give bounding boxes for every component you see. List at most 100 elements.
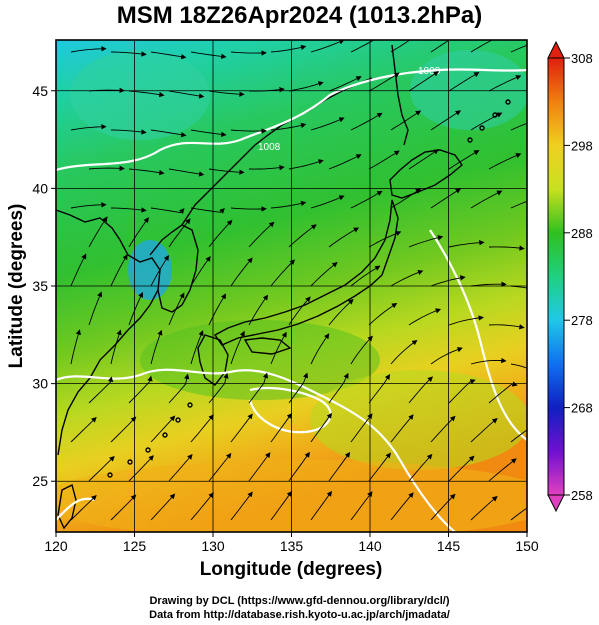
lat-lon-grid	[55, 40, 528, 532]
streamline	[488, 324, 525, 330]
streamline	[168, 90, 205, 99]
y-tick-label: 30	[32, 376, 48, 392]
streamline	[230, 206, 267, 212]
streamline	[168, 373, 190, 404]
streamline	[230, 413, 253, 443]
y-axis-title: Latitude (degrees)	[6, 204, 27, 369]
streamline	[510, 122, 527, 131]
streamline	[510, 200, 527, 209]
streamline	[248, 221, 275, 248]
streamline	[288, 296, 311, 326]
streamline	[190, 330, 204, 365]
streamline	[168, 168, 205, 177]
streamline	[350, 265, 381, 287]
streamline	[190, 207, 225, 214]
streamline	[350, 190, 383, 209]
streamline	[408, 308, 442, 326]
streamline	[230, 257, 253, 287]
x-tick-label: 140	[358, 538, 382, 554]
streamline	[350, 413, 373, 443]
colorbar-tick-label: 258	[571, 488, 593, 503]
data-credit: Data from http://database.rish.kyoto-u.a…	[149, 609, 450, 621]
streamline	[390, 40, 411, 53]
streamline	[310, 195, 345, 209]
streamline	[488, 381, 518, 404]
streamline	[150, 129, 187, 138]
streamline	[408, 71, 439, 92]
streamline	[88, 291, 103, 326]
streamline	[88, 165, 125, 172]
streamline	[150, 493, 176, 521]
streamline	[448, 239, 485, 248]
streamline	[350, 112, 383, 131]
streamline	[328, 154, 362, 170]
streamline	[248, 372, 269, 404]
streamline	[110, 494, 137, 521]
streamline	[368, 374, 391, 404]
streamline	[368, 150, 400, 170]
streamline	[230, 50, 267, 56]
streamline	[110, 51, 147, 57]
streamline	[270, 331, 287, 365]
isobar-label: 1008	[258, 142, 281, 153]
streamline	[70, 329, 81, 365]
streamline	[448, 150, 480, 170]
streamline	[470, 357, 507, 365]
drawing-credit: Drawing by DCL (https://www.gfd-dennou.o…	[149, 595, 450, 607]
streamline	[310, 262, 338, 287]
streamline	[190, 129, 227, 138]
streamline	[168, 454, 193, 482]
streamline	[70, 124, 107, 131]
streamline	[70, 494, 97, 521]
x-tick-label: 145	[437, 538, 461, 554]
streamline	[150, 329, 163, 365]
streamline	[190, 255, 211, 287]
streamline	[310, 490, 333, 521]
streamline	[350, 491, 373, 521]
streamline	[408, 453, 433, 482]
streamline	[488, 458, 517, 482]
streamline	[470, 190, 503, 209]
streamline	[470, 112, 503, 131]
streamline	[128, 455, 154, 482]
y-tick-label: 45	[32, 83, 48, 99]
streamline	[208, 168, 245, 175]
streamline	[510, 429, 527, 443]
streamline	[510, 285, 527, 289]
x-tick-label: 135	[280, 538, 304, 554]
colorbar-tick-label: 298	[571, 138, 593, 153]
streamline	[430, 275, 466, 287]
streamline	[110, 416, 137, 443]
streamline	[390, 339, 418, 365]
streamline	[350, 40, 375, 53]
streamline	[470, 496, 498, 521]
colorbar-max-arrow	[547, 40, 565, 59]
streamline	[430, 188, 462, 209]
streamline	[408, 376, 434, 404]
streamline	[110, 329, 122, 365]
wind-streamlines	[70, 40, 527, 521]
streamline	[390, 110, 422, 131]
colorbar-tick-label: 308	[571, 51, 593, 66]
x-tick-label: 130	[201, 538, 225, 554]
streamline	[510, 507, 527, 521]
streamline	[408, 149, 439, 170]
colorbar-min-arrow	[547, 494, 565, 513]
streamline	[208, 293, 227, 326]
streamline	[128, 217, 149, 248]
x-tick-label: 125	[123, 538, 147, 554]
streamline	[110, 254, 128, 287]
streamline	[288, 159, 324, 170]
isobar-label: 1008	[418, 66, 441, 77]
streamline	[448, 72, 480, 92]
streamline	[128, 291, 144, 326]
streamline	[430, 493, 456, 521]
streamline	[150, 207, 185, 214]
streamline	[270, 490, 293, 521]
streamline	[430, 347, 463, 365]
streamline	[190, 51, 227, 60]
streamline	[230, 128, 267, 134]
streamline	[70, 416, 97, 443]
streamline	[70, 46, 107, 53]
streamline	[110, 207, 147, 213]
